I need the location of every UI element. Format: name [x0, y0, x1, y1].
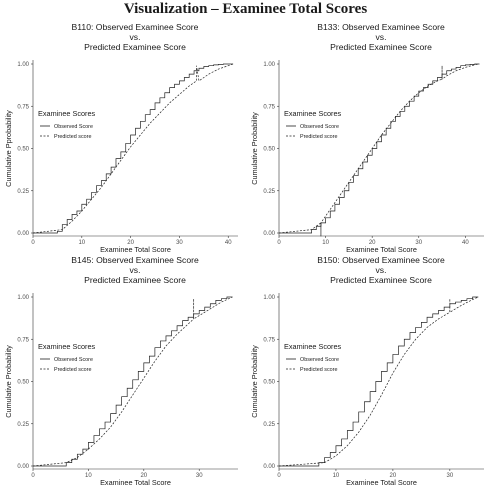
- x-axis-label: Examinee Total Score: [100, 478, 171, 486]
- x-tick-label: 30: [176, 240, 183, 246]
- x-tick-label: 20: [369, 240, 376, 246]
- y-tick-label: 0.00: [17, 231, 29, 237]
- x-axis-label: Examinee Total Score: [100, 245, 171, 253]
- x-tick-label: 10: [85, 473, 92, 479]
- chart-title: B110: Observed Examinee Score: [72, 22, 199, 32]
- y-axis-label: Cumulative Pprobability: [4, 110, 13, 187]
- series-line-predicted: [278, 63, 480, 237]
- y-tick-label: 1.00: [17, 62, 29, 68]
- x-tick-label: 10: [333, 473, 340, 479]
- y-axis-label: Cumulative Probability: [250, 112, 259, 185]
- legend-title: Examinee Scores: [38, 342, 96, 351]
- legend-title: Examinee Scores: [38, 109, 96, 118]
- chart-title: Predicted Examinee Score: [84, 275, 186, 285]
- y-tick-label: 1.00: [17, 295, 29, 301]
- chart-title: vs.: [376, 32, 387, 42]
- x-axis-label: Examinee Total Score: [346, 245, 417, 253]
- series-line-observed: [279, 296, 479, 467]
- legend-label-observed: Observed Score: [54, 124, 93, 130]
- y-tick-label: 0.75: [263, 337, 275, 343]
- series-line-predicted: [32, 296, 233, 467]
- y-tick-label: 0.25: [263, 422, 275, 428]
- chart-title: B150: Observed Examinee Score: [317, 255, 445, 265]
- series-line-predicted: [278, 296, 479, 467]
- page-title: Visualization – Examinee Total Scores: [123, 1, 368, 17]
- legend-label-predicted: Predicted score: [300, 134, 337, 140]
- x-tick-label: 30: [446, 473, 453, 479]
- x-tick-label: 20: [127, 240, 134, 246]
- x-tick-label: 0: [277, 473, 281, 479]
- chart-title: vs.: [376, 265, 387, 275]
- legend-label-predicted: Predicted score: [54, 367, 91, 373]
- legend-label-observed: Observed Score: [300, 124, 339, 130]
- y-tick-label: 0.50: [17, 147, 29, 153]
- x-axis-label: Examinee Total Score: [346, 478, 417, 486]
- x-tick-label: 40: [225, 240, 232, 246]
- chart-svg: B145: Observed Examinee Scorevs.Predicte…: [4, 255, 238, 486]
- chart-panel-b133: B133: Observed Examinee Score vs. Predicte…: [246, 20, 491, 253]
- y-tick-label: 0.00: [17, 464, 29, 470]
- x-tick-label: 20: [390, 473, 397, 479]
- x-tick-label: 0: [31, 240, 35, 246]
- x-tick-label: 10: [322, 240, 329, 246]
- legend-label-predicted: Predicted score: [54, 134, 91, 140]
- y-tick-label: 0.50: [263, 147, 275, 153]
- x-tick-label: 20: [140, 473, 147, 479]
- series-line-predicted: [32, 63, 234, 234]
- legend-label-predicted: Predicted score: [300, 367, 337, 373]
- legend-title: Examinee Scores: [284, 342, 342, 351]
- series-line-observed: [33, 63, 234, 234]
- chart-title: Predicted Examinee Score: [84, 42, 186, 52]
- x-tick-label: 10: [78, 240, 85, 246]
- y-tick-label: 0.00: [263, 231, 275, 237]
- y-tick-label: 0.75: [17, 104, 29, 110]
- chart-panel-b110: B110: Observed Examinee Score vs. Predicte…: [0, 20, 245, 253]
- chart-title: B145: Observed Examinee Score: [71, 255, 199, 265]
- y-axis-label: Cumulative Probability: [250, 345, 259, 418]
- chart-panel-b145: B145: Observed Examinee Score vs. Predicte…: [0, 253, 245, 486]
- y-tick-label: 1.00: [263, 295, 275, 301]
- y-tick-label: 0.75: [17, 337, 29, 343]
- x-tick-label: 30: [415, 240, 422, 246]
- y-tick-label: 0.00: [263, 464, 275, 470]
- legend-label-observed: Observed Score: [300, 357, 339, 363]
- chart-svg: B110: Observed Examinee Scorevs.Predicte…: [4, 22, 238, 253]
- chart-svg: B150: Observed Examinee Scorevs.Predicte…: [250, 255, 484, 486]
- series-line-observed: [279, 63, 480, 234]
- x-tick-label: 40: [462, 240, 469, 246]
- legend-title: Examinee Scores: [284, 109, 342, 118]
- y-tick-label: 0.50: [263, 380, 275, 386]
- chart-panel-b150: B150: Observed Examinee Score vs. Predicte…: [246, 253, 491, 486]
- chart-title: Predicted Examinee Score: [330, 42, 432, 52]
- y-tick-label: 0.50: [17, 380, 29, 386]
- x-tick-label: 0: [277, 240, 281, 246]
- chart-title: Predicted Examinee Score: [330, 275, 432, 285]
- x-tick-label: 30: [196, 473, 203, 479]
- chart-title: vs.: [130, 265, 141, 275]
- chart-title: B133: Observed Examinee Score: [317, 22, 445, 32]
- series-line-observed: [33, 296, 233, 467]
- y-tick-label: 0.25: [263, 189, 275, 195]
- legend-label-observed: Observed Score: [54, 357, 93, 363]
- x-tick-label: 0: [31, 473, 35, 479]
- y-tick-label: 0.25: [17, 422, 29, 428]
- y-axis-label: Cumulative Probability: [4, 345, 13, 418]
- chart-svg: B133: Observed Examinee Scorevs.Predicte…: [250, 22, 484, 253]
- y-tick-label: 0.25: [17, 189, 29, 195]
- chart-title: vs.: [130, 32, 141, 42]
- y-tick-label: 1.00: [263, 62, 275, 68]
- y-tick-label: 0.75: [263, 104, 275, 110]
